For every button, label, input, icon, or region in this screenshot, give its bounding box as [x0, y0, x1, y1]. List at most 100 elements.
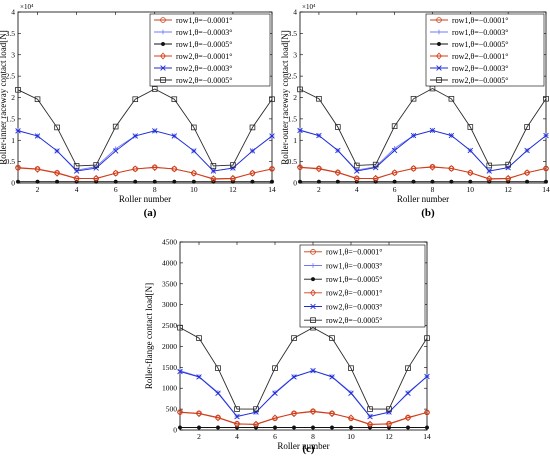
data-point	[34, 96, 41, 103]
data-point	[249, 124, 256, 131]
series-6	[297, 85, 549, 169]
legend-marker	[310, 317, 316, 323]
legend-marker	[160, 52, 166, 60]
data-point	[367, 420, 373, 428]
data-point	[196, 410, 202, 418]
legend-entry: row1,θ=−0.0005°	[176, 40, 233, 49]
data-point	[367, 413, 373, 420]
x-tick-label: 12	[385, 432, 393, 441]
data-point	[210, 163, 217, 169]
data-point	[152, 128, 158, 134]
data-point	[210, 168, 217, 174]
legend-marker	[310, 289, 316, 297]
legend-marker	[160, 41, 166, 47]
legend-marker	[310, 277, 316, 282]
data-point	[250, 179, 255, 184]
data-point	[310, 367, 316, 374]
data-point	[112, 169, 119, 177]
y-tick-label: 2500	[162, 321, 177, 330]
series-line	[17, 167, 273, 180]
data-point	[93, 174, 100, 182]
data-point	[543, 132, 549, 139]
legend-entry: row2,θ=−0.0005°	[452, 76, 509, 85]
data-point	[171, 165, 178, 173]
legend-box	[299, 244, 426, 328]
data-point	[386, 409, 392, 415]
data-point	[335, 147, 341, 154]
data-point	[297, 127, 303, 134]
data-point	[353, 175, 360, 183]
legend-entry: row1,θ=−0.0005°	[326, 275, 383, 284]
data-point	[132, 165, 139, 173]
legend-marker	[310, 249, 316, 255]
y-tick-label: 3.5	[6, 29, 16, 38]
data-point	[151, 164, 158, 172]
data-point	[429, 127, 436, 134]
y-tick-label: 1	[293, 136, 297, 145]
legend-entry: row1,θ=−0.0001°	[452, 16, 509, 25]
legend: row1,θ=−0.0001° row1,θ=−0.0003° row1,θ=−0.…	[299, 244, 426, 328]
series-4	[297, 163, 549, 183]
data-point	[112, 123, 119, 130]
data-point	[411, 179, 416, 184]
data-point	[269, 165, 275, 173]
x-tick-label: 2	[197, 432, 201, 441]
series-5	[15, 128, 275, 174]
legend-marker	[436, 41, 442, 47]
x-tick-label: 10	[190, 185, 198, 194]
data-point	[348, 365, 354, 371]
data-point	[524, 169, 530, 177]
series-line	[179, 327, 428, 410]
legend-marker	[436, 17, 442, 23]
series-4	[177, 408, 430, 428]
x-axis-title: Roller number	[119, 194, 171, 204]
data-point	[234, 406, 240, 412]
data-point	[54, 169, 60, 177]
legend-marker	[436, 52, 442, 60]
x-axis-title: Roller number	[397, 194, 449, 204]
data-point	[191, 148, 197, 154]
data-point	[215, 414, 221, 422]
data-point	[354, 168, 360, 174]
series-line	[179, 370, 428, 417]
data-point	[177, 408, 183, 416]
chart-2: 2 4 6 8 10 12 14 0 0.5 1 1.5 2 2.5 3 3.5 4 ×10⁴ Roller nu…	[280, 3, 550, 219]
data-point	[177, 368, 183, 374]
legend-entry: row1,θ=−0.0001°	[326, 248, 383, 257]
data-point	[316, 132, 322, 139]
data-point	[269, 133, 275, 139]
data-point	[291, 425, 297, 430]
x-tick-label: 12	[504, 185, 512, 194]
y-tick-label: 0	[293, 179, 297, 188]
y-tick-label: 2000	[162, 342, 177, 351]
data-point	[405, 365, 411, 371]
legend-entry: row2,θ=−0.0003°	[452, 64, 509, 73]
data-point	[73, 168, 80, 174]
y-tick-label: 0.5	[6, 157, 16, 166]
data-point	[54, 148, 60, 154]
data-point	[524, 147, 530, 154]
data-point	[272, 390, 278, 396]
y-tick-label: 0.5	[288, 157, 298, 166]
series-3	[15, 179, 275, 184]
data-point	[505, 164, 511, 171]
data-point	[215, 390, 221, 396]
data-point	[448, 132, 455, 139]
legend-entry: row2,θ=−0.0005°	[176, 76, 233, 85]
data-point	[113, 179, 118, 184]
data-point	[405, 425, 411, 430]
data-point	[429, 163, 436, 171]
x-axis-title: Roller number	[277, 441, 329, 451]
series-6	[15, 86, 275, 169]
y-tick-label: 1	[11, 136, 15, 145]
data-point	[272, 365, 278, 371]
data-point	[386, 406, 392, 412]
data-point	[386, 420, 392, 428]
data-point	[132, 96, 139, 103]
data-point	[253, 406, 259, 412]
data-point	[329, 410, 335, 418]
data-point	[177, 324, 183, 331]
data-point	[410, 95, 417, 102]
data-point	[55, 179, 60, 184]
data-point	[253, 420, 259, 428]
